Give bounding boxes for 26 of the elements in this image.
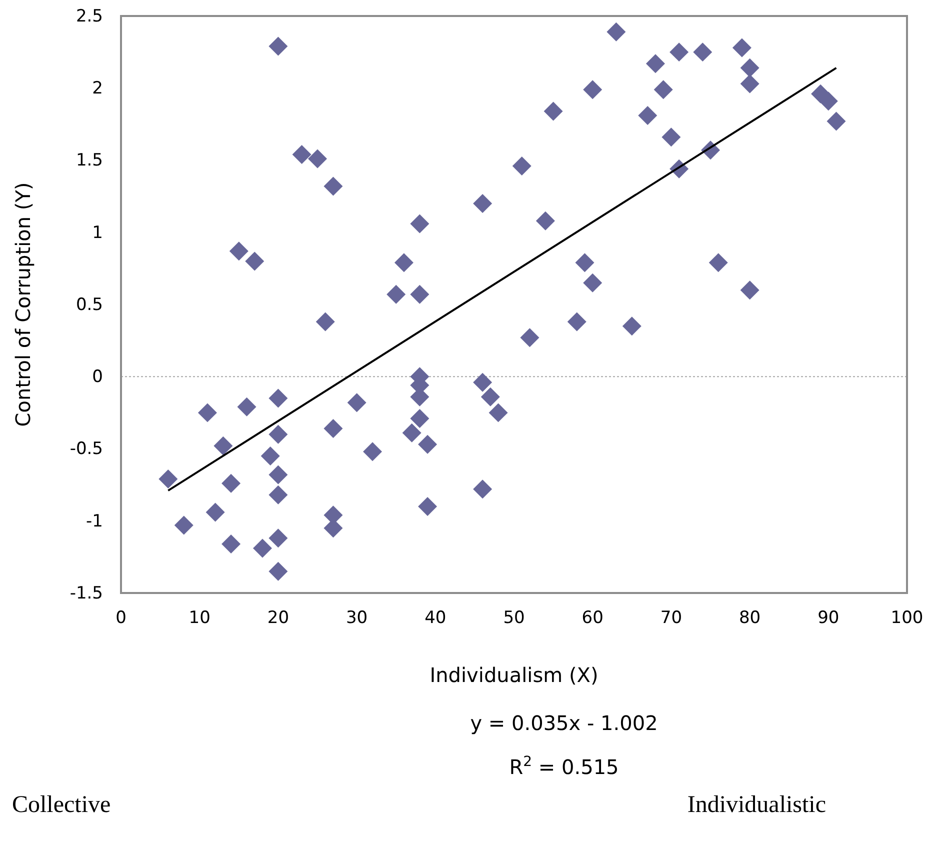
x-tick-label: 60 bbox=[582, 608, 604, 628]
x-tick-label: 90 bbox=[818, 608, 840, 628]
y-tick-label: 2.5 bbox=[76, 6, 103, 26]
x-tick-label: 20 bbox=[267, 608, 290, 628]
x-tick-label: 40 bbox=[424, 608, 446, 628]
x-tick-label: 100 bbox=[890, 608, 924, 628]
y-tick-label: 1 bbox=[92, 222, 103, 243]
text: R$^{2}$ = 0.515 bbox=[509, 754, 619, 779]
y-tick-label: 0 bbox=[92, 367, 103, 388]
x-tick-label: 80 bbox=[738, 608, 761, 628]
x-tick-label: 50 bbox=[503, 608, 525, 628]
x-tick-label: 70 bbox=[660, 608, 682, 628]
text: y = 0.035x - 1.002 bbox=[470, 711, 658, 735]
y-tick-label: -0.5 bbox=[70, 439, 103, 460]
x-tick-label: 0 bbox=[116, 608, 126, 628]
y-tick-label: 1.5 bbox=[76, 150, 103, 171]
text: Collective bbox=[12, 792, 111, 818]
x-axis-title: Individualism (X) bbox=[430, 663, 598, 687]
y-tick-label: 0.5 bbox=[76, 294, 103, 315]
x-tick-label: 10 bbox=[188, 608, 210, 628]
x-tick-label: 30 bbox=[346, 608, 368, 628]
y-tick-label: 2 bbox=[92, 78, 103, 99]
y-tick-label: -1 bbox=[86, 511, 103, 532]
y-tick-label: -1.5 bbox=[70, 583, 103, 604]
text: Individualistic bbox=[687, 792, 826, 818]
y-axis-title: Control of Corruption (Y) bbox=[11, 182, 35, 427]
